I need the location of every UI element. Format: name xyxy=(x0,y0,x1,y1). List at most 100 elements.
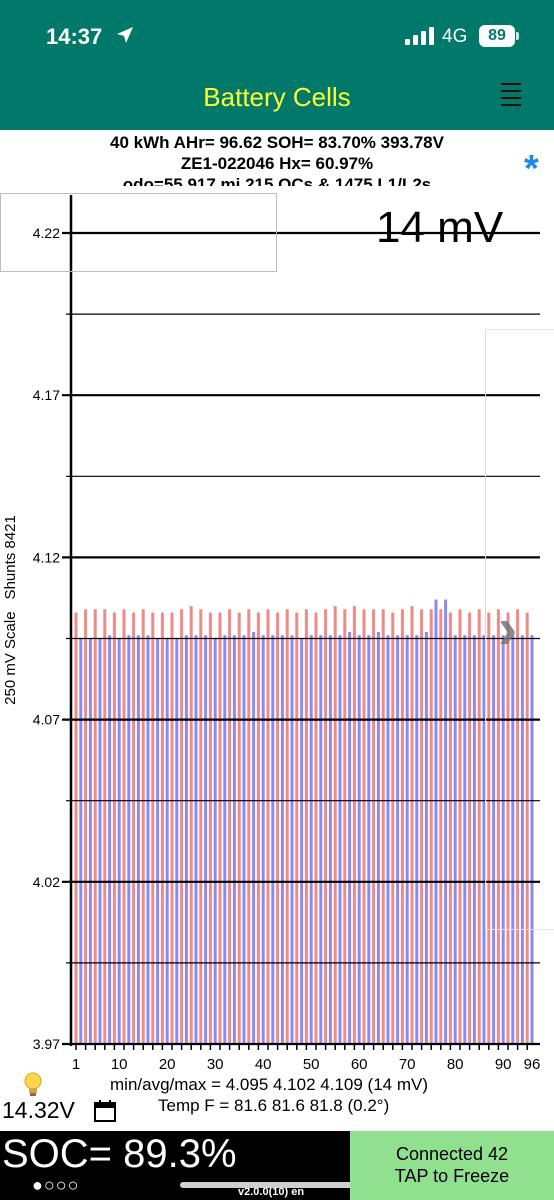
app-header: 14:37 4G 89 Battery Cells xyxy=(0,0,554,130)
cell-bar-25 xyxy=(189,606,193,1044)
cell-bar-33 xyxy=(228,609,232,1044)
cell-bar-81 xyxy=(458,609,462,1044)
cell-bar-58 xyxy=(348,632,352,1044)
star-icon[interactable]: * xyxy=(524,148,539,190)
x-tick-label: 1 xyxy=(72,1056,80,1073)
cell-bar-32 xyxy=(223,635,227,1044)
y-tick-label: 4.02 xyxy=(33,874,60,890)
chart-ticks: 4.22 4.17 4.12 4.07 4.02 3.97 1 10 20 30 40 50 60 70 8… xyxy=(33,225,541,1073)
cell-bar-10 xyxy=(117,638,121,1044)
cell-bar-61 xyxy=(362,609,366,1044)
home-indicator[interactable] xyxy=(180,1182,376,1188)
cell-bar-85 xyxy=(477,609,481,1044)
calendar-icon[interactable] xyxy=(93,1099,117,1123)
zoom-box[interactable] xyxy=(0,193,277,272)
cell-bar-27 xyxy=(199,609,203,1044)
cell-bar-71 xyxy=(410,606,414,1044)
cell-bar-64 xyxy=(376,632,380,1044)
cell-bar-60 xyxy=(357,635,361,1044)
cell-bar-43 xyxy=(276,612,280,1044)
chevron-right-icon[interactable]: › xyxy=(498,596,518,661)
side-swipe-panel[interactable] xyxy=(485,329,554,930)
cell-bar-41 xyxy=(266,609,270,1044)
cell-bar-54 xyxy=(328,635,332,1044)
y-tick-label: 3.97 xyxy=(33,1036,60,1052)
y-tick-label: 4.22 xyxy=(33,225,60,241)
cell-bar-72 xyxy=(415,635,419,1044)
cell-bar-88 xyxy=(492,635,496,1044)
y-tick-label: 4.17 xyxy=(33,387,60,403)
cell-bar-44 xyxy=(280,635,284,1044)
cell-bar-39 xyxy=(256,612,260,1044)
cell-bar-86 xyxy=(482,635,486,1044)
cellular-signal-icon xyxy=(405,27,434,45)
soc-panel[interactable]: SOC= 89.3% ●○○○ v2.0.0(10) en xyxy=(0,1131,350,1200)
cell-bar-76 xyxy=(434,599,438,1044)
cell-bar-6 xyxy=(98,638,102,1044)
cell-bar-35 xyxy=(237,612,241,1044)
cell-bar-56 xyxy=(338,635,342,1044)
cell-bar-55 xyxy=(333,606,337,1044)
summary-line-odometer: odo=55,917 mi 215 QCs & 1475 L1/L2s xyxy=(122,175,432,186)
cell-bar-1 xyxy=(74,612,78,1044)
cell-bar-53 xyxy=(324,609,328,1044)
cell-voltage-chart[interactable]: 4.22 4.17 4.12 4.07 4.02 3.97 1 10 20 30 40 50 60 70 8… xyxy=(0,0,554,1080)
cell-bar-82 xyxy=(463,635,467,1044)
cell-bar-26 xyxy=(194,635,198,1044)
cell-bar-29 xyxy=(208,612,212,1044)
cell-bar-5 xyxy=(93,609,97,1044)
cell-bar-23 xyxy=(180,609,184,1044)
cell-bar-78 xyxy=(444,599,448,1044)
freeze-label: TAP to Freeze xyxy=(394,1166,510,1186)
cell-bar-47 xyxy=(295,612,299,1044)
pack-summary: 40 kWh AHr= 96.62 SOH= 83.70% 393.78V ZE… xyxy=(0,132,554,186)
cell-stats: min/avg/max = 4.095 4.102 4.109 (14 mV) … xyxy=(110,1074,428,1116)
connect-freeze-button[interactable]: Connected 42 TAP to Freeze xyxy=(350,1131,554,1200)
cell-bar-68 xyxy=(396,635,400,1044)
cell-bar-34 xyxy=(232,635,236,1044)
cell-bar-70 xyxy=(405,635,409,1044)
page-title: Battery Cells xyxy=(203,82,351,112)
cell-bar-69 xyxy=(400,609,404,1044)
cell-bar-59 xyxy=(352,606,356,1044)
cell-bar-21 xyxy=(170,612,174,1044)
cell-bar-2 xyxy=(79,638,83,1044)
y-axis-shunts-label: Shunts 8421 xyxy=(2,515,19,600)
cell-bar-62 xyxy=(367,635,371,1044)
cell-bar-42 xyxy=(271,635,275,1044)
cell-spread-label: 14 mV xyxy=(376,203,504,252)
aux-voltage: 14.32V xyxy=(2,1097,75,1123)
cell-bar-52 xyxy=(319,635,323,1044)
cell-bar-17 xyxy=(151,612,155,1044)
cell-bar-30 xyxy=(213,638,217,1044)
cell-bar-94 xyxy=(520,635,524,1044)
network-label: 4G xyxy=(442,26,468,47)
cell-bar-9 xyxy=(112,612,116,1044)
connect-status: Connected 42 xyxy=(395,1144,509,1164)
cell-bar-96 xyxy=(530,635,534,1044)
x-tick-label: 90 xyxy=(495,1056,512,1073)
cell-bar-7 xyxy=(103,609,107,1044)
x-tick-label: 40 xyxy=(255,1056,272,1073)
cell-bar-87 xyxy=(487,612,491,1044)
x-tick-label: 30 xyxy=(207,1056,224,1073)
cell-bar-50 xyxy=(309,635,313,1044)
lightbulb-icon[interactable] xyxy=(22,1072,44,1098)
cell-bar-40 xyxy=(261,635,265,1044)
hamburger-menu-icon[interactable] xyxy=(499,78,523,108)
page-indicator[interactable]: ●○○○ xyxy=(32,1175,80,1195)
y-tick-label: 4.12 xyxy=(33,549,60,565)
cell-bar-89 xyxy=(496,609,500,1044)
cell-bar-93 xyxy=(516,609,520,1044)
battery-nub xyxy=(516,32,519,40)
cell-bar-67 xyxy=(391,612,395,1044)
x-tick-label: 96 xyxy=(524,1056,541,1073)
cell-bar-84 xyxy=(472,635,476,1044)
cell-bar-3 xyxy=(84,609,88,1044)
x-tick-label: 50 xyxy=(303,1056,320,1073)
cell-bar-37 xyxy=(247,609,251,1044)
cell-bar-46 xyxy=(290,635,294,1044)
cell-bar-73 xyxy=(420,609,424,1044)
cell-bar-51 xyxy=(314,612,318,1044)
cell-bar-65 xyxy=(381,609,385,1044)
